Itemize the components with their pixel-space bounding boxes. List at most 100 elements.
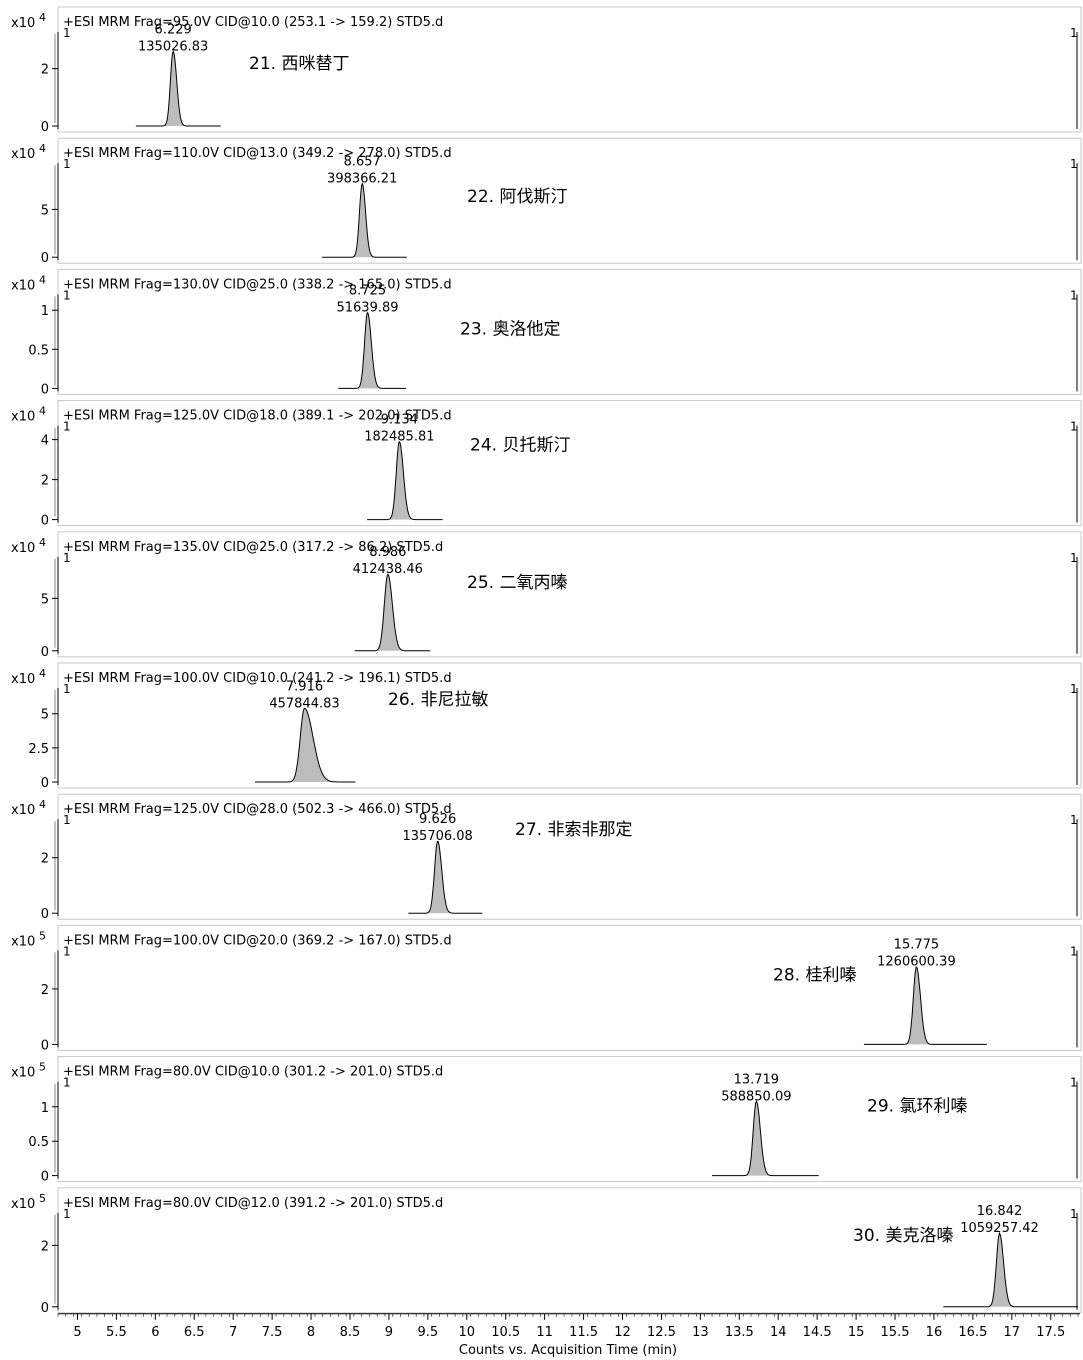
- scale-exponent: 4: [39, 142, 46, 155]
- peak-rt-label: 9.626: [419, 812, 456, 827]
- scale-label: x10: [11, 934, 35, 949]
- peak-line: [135, 50, 221, 127]
- peak-rt-label: 7.916: [286, 679, 323, 694]
- peak-line: [255, 707, 356, 783]
- x-tick-label: 17.5: [1036, 1325, 1065, 1340]
- x-tick-label: 12: [614, 1325, 631, 1340]
- y-tick-label: 0: [41, 1301, 49, 1316]
- x-tick-label: 5: [73, 1325, 81, 1340]
- peak-area-label: 182485.81: [364, 430, 434, 445]
- y-tick-label: 2: [41, 1239, 49, 1254]
- edge-marker-right: 1: [1070, 157, 1078, 171]
- scale-exponent: 4: [39, 536, 46, 549]
- peak-line: [338, 311, 406, 389]
- y-tick-label: 5: [41, 708, 49, 723]
- x-tick-label: 15.5: [881, 1325, 910, 1340]
- panel-header-bg: [59, 532, 1080, 555]
- compound-label: 22. 阿伐斯汀: [467, 187, 567, 207]
- peak-rt-label: 8.657: [344, 155, 381, 170]
- peak-area-label: 135706.08: [403, 829, 473, 844]
- x-tick-label: 9: [385, 1325, 393, 1340]
- panel-header-bg: [59, 401, 1080, 424]
- peak-area-label: 1059257.42: [960, 1221, 1039, 1236]
- x-tick-label: 11.5: [569, 1325, 598, 1340]
- peak-line: [367, 440, 443, 521]
- y-tick-label: 5: [41, 592, 49, 607]
- edge-marker-left: 1: [63, 26, 71, 40]
- y-tick-label: 0.5: [28, 1135, 49, 1150]
- edge-marker-left: 1: [63, 420, 71, 434]
- panel-header-bg: [59, 1057, 1080, 1080]
- scale-label: x10: [11, 803, 35, 818]
- x-tick-label: 14: [770, 1325, 787, 1340]
- compound-label: 25. 二氧丙嗪: [467, 573, 567, 593]
- peak-fill: [135, 51, 221, 126]
- scale-label: x10: [11, 541, 35, 556]
- panel-header: +ESI MRM Frag=135.0V CID@25.0 (317.2 -> …: [63, 540, 443, 555]
- y-tick-label: 0: [41, 645, 49, 660]
- compound-label: 21. 西咪替丁: [249, 54, 349, 74]
- panel-header: +ESI MRM Frag=130.0V CID@25.0 (338.2 -> …: [63, 277, 452, 292]
- panel-header: +ESI MRM Frag=80.0V CID@12.0 (391.2 -> 2…: [63, 1196, 443, 1211]
- y-tick-label: 0: [41, 251, 49, 266]
- edge-marker-right: 1: [1070, 288, 1078, 302]
- peak-rt-label: 15.775: [894, 938, 940, 953]
- peak-area-label: 398366.21: [327, 172, 397, 187]
- peak-line: [712, 1099, 819, 1177]
- x-tick-label: 8.5: [340, 1325, 361, 1340]
- y-tick-label: 0: [41, 120, 49, 135]
- edge-marker-right: 1: [1070, 1207, 1078, 1221]
- scale-label: x10: [11, 672, 35, 687]
- x-tick-label: 12.5: [647, 1325, 676, 1340]
- peak-area-label: 51639.89: [336, 301, 398, 316]
- peak-line: [863, 965, 987, 1045]
- y-tick-label: 2: [41, 852, 49, 867]
- panel-header: +ESI MRM Frag=100.0V CID@20.0 (369.2 -> …: [63, 933, 452, 948]
- scale-label: x10: [11, 1197, 35, 1212]
- y-tick-label: 1: [41, 1101, 49, 1116]
- peak-area-label: 1260600.39: [877, 955, 956, 970]
- y-tick-label: 2: [41, 474, 49, 489]
- panel-header: +ESI MRM Frag=125.0V CID@18.0 (389.1 -> …: [63, 409, 452, 424]
- y-tick-label: 0: [41, 776, 49, 791]
- x-tick-label: 5.5: [106, 1325, 127, 1340]
- peak-rt-label: 8.986: [369, 545, 406, 560]
- panel-header: +ESI MRM Frag=110.0V CID@13.0 (349.2 -> …: [63, 146, 452, 161]
- peak-line: [943, 1231, 1078, 1308]
- panel-header: +ESI MRM Frag=100.0V CID@10.0 (241.2 -> …: [63, 671, 452, 686]
- peak-fill: [322, 183, 407, 258]
- x-tick-label: 11: [536, 1325, 553, 1340]
- y-tick-label: 2.5: [28, 742, 49, 757]
- edge-marker-right: 1: [1070, 1076, 1078, 1090]
- peak-rt-label: 9.134: [381, 413, 418, 428]
- peak-line: [408, 840, 483, 914]
- x-tick-label: 10.5: [491, 1325, 520, 1340]
- y-tick-label: 0: [41, 907, 49, 922]
- edge-marker-right: 1: [1070, 420, 1078, 434]
- panel-header-bg: [59, 139, 1080, 162]
- edge-marker-left: 1: [63, 288, 71, 302]
- compound-label: 26. 非尼拉敏: [388, 690, 488, 710]
- scale-exponent: 4: [39, 11, 46, 24]
- peak-line: [322, 182, 407, 258]
- y-tick-label: 2: [41, 63, 49, 78]
- edge-marker-right: 1: [1070, 944, 1078, 958]
- y-tick-label: 0: [41, 514, 49, 529]
- y-tick-label: 0: [41, 382, 49, 397]
- panel-header-bg: [59, 926, 1080, 949]
- x-tick-label: 13.5: [725, 1325, 754, 1340]
- y-tick-label: 0: [41, 1170, 49, 1185]
- scale-exponent: 5: [39, 1192, 46, 1205]
- edge-marker-right: 1: [1070, 26, 1078, 40]
- peak-rt-label: 16.842: [977, 1204, 1023, 1219]
- x-tick-label: 17: [1004, 1325, 1021, 1340]
- edge-marker-left: 1: [63, 1076, 71, 1090]
- x-tick-label: 13: [692, 1325, 709, 1340]
- scale-label: x10: [11, 278, 35, 293]
- x-tick-label: 10: [459, 1325, 476, 1340]
- x-tick-label: 6.5: [184, 1325, 205, 1340]
- compound-label: 24. 贝托斯汀: [470, 436, 570, 456]
- edge-marker-left: 1: [63, 682, 71, 696]
- peak-rt-label: 8.725: [349, 284, 386, 299]
